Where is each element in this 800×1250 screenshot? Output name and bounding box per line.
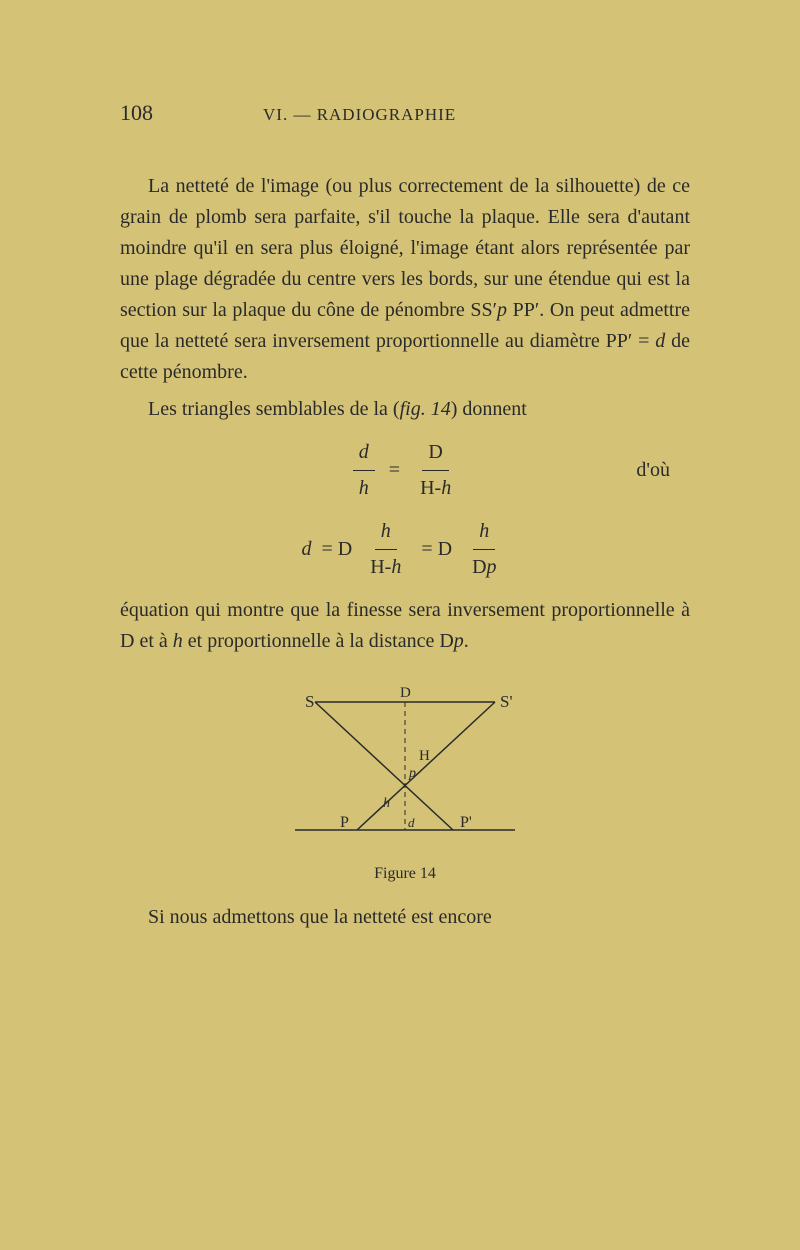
- eq2-f2-den: Dp: [466, 550, 502, 583]
- eq2-f2-num: h: [473, 516, 495, 550]
- svg-text:h: h: [383, 796, 390, 811]
- chapter-title: VI. — RADIOGRAPHIE: [263, 105, 456, 125]
- svg-text:P': P': [460, 814, 472, 831]
- page-number: 108: [120, 100, 153, 126]
- svg-text:H: H: [419, 748, 430, 764]
- body-text: La netteté de l'image (ou plus correctem…: [120, 171, 690, 933]
- equation-1: d h = D H-h d'où: [120, 437, 690, 504]
- eq1-rhs-den: H-h: [414, 471, 457, 504]
- svg-text:P: P: [340, 814, 349, 831]
- eq1-label: d'où: [636, 455, 670, 486]
- paragraph-2: Les triangles semblables de la (fig. 14)…: [120, 394, 690, 425]
- eq2-f1-num: h: [375, 516, 397, 550]
- page-header: 108 VI. — RADIOGRAPHIE: [120, 100, 690, 126]
- figure-caption: Figure 14: [374, 862, 436, 887]
- eq2-f1-den: H-h: [364, 550, 407, 583]
- paragraph-1: La netteté de l'image (ou plus correctem…: [120, 171, 690, 388]
- svg-text:D: D: [400, 685, 411, 701]
- eq1-lhs-num: d: [353, 437, 375, 471]
- svg-text:S': S': [500, 692, 513, 711]
- equation-2: d = D h H-h = D h Dp: [120, 516, 690, 583]
- svg-text:S: S: [305, 692, 314, 711]
- figure-14: S D S' H p h d P P' Figure 14: [120, 682, 690, 887]
- paragraph-3: équation qui montre que la finesse sera …: [120, 595, 690, 657]
- figure-svg: S D S' H p h d P P': [275, 682, 535, 852]
- paragraph-4: Si nous admettons que la netteté est enc…: [120, 902, 690, 933]
- svg-text:d: d: [408, 815, 415, 830]
- eq1-lhs-den: h: [353, 471, 375, 504]
- eq1-rhs-num: D: [422, 437, 448, 471]
- svg-text:p: p: [408, 766, 416, 781]
